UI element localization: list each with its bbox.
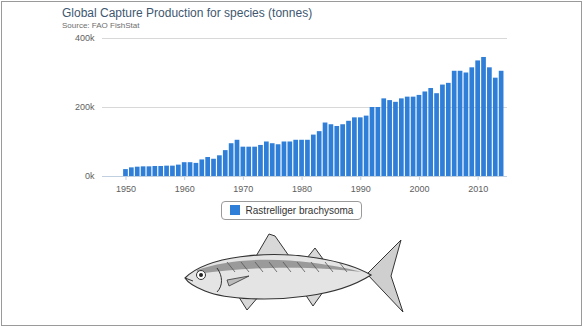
html-text:Rastrelliger brachysoma: Rastrelliger brachysoma [245,205,354,216]
svg-text:2000: 2000 [409,184,429,194]
svg-text:1990: 1990 [351,184,371,194]
html-text:Global Capture Production for: Global Capture Production for species (t… [62,6,313,20]
svg-text:1960: 1960 [175,184,195,194]
svg-text:0k: 0k [85,171,95,181]
svg-text:400k: 400k [75,33,95,43]
svg-text:1980: 1980 [292,184,312,194]
svg-text:1970: 1970 [233,184,253,194]
html-text:Source: FAO FishStat: Source: FAO FishStat [62,21,140,30]
svg-text:2010: 2010 [468,184,488,194]
svg-text:1950: 1950 [116,184,136,194]
svg-text:200k: 200k [75,102,95,112]
